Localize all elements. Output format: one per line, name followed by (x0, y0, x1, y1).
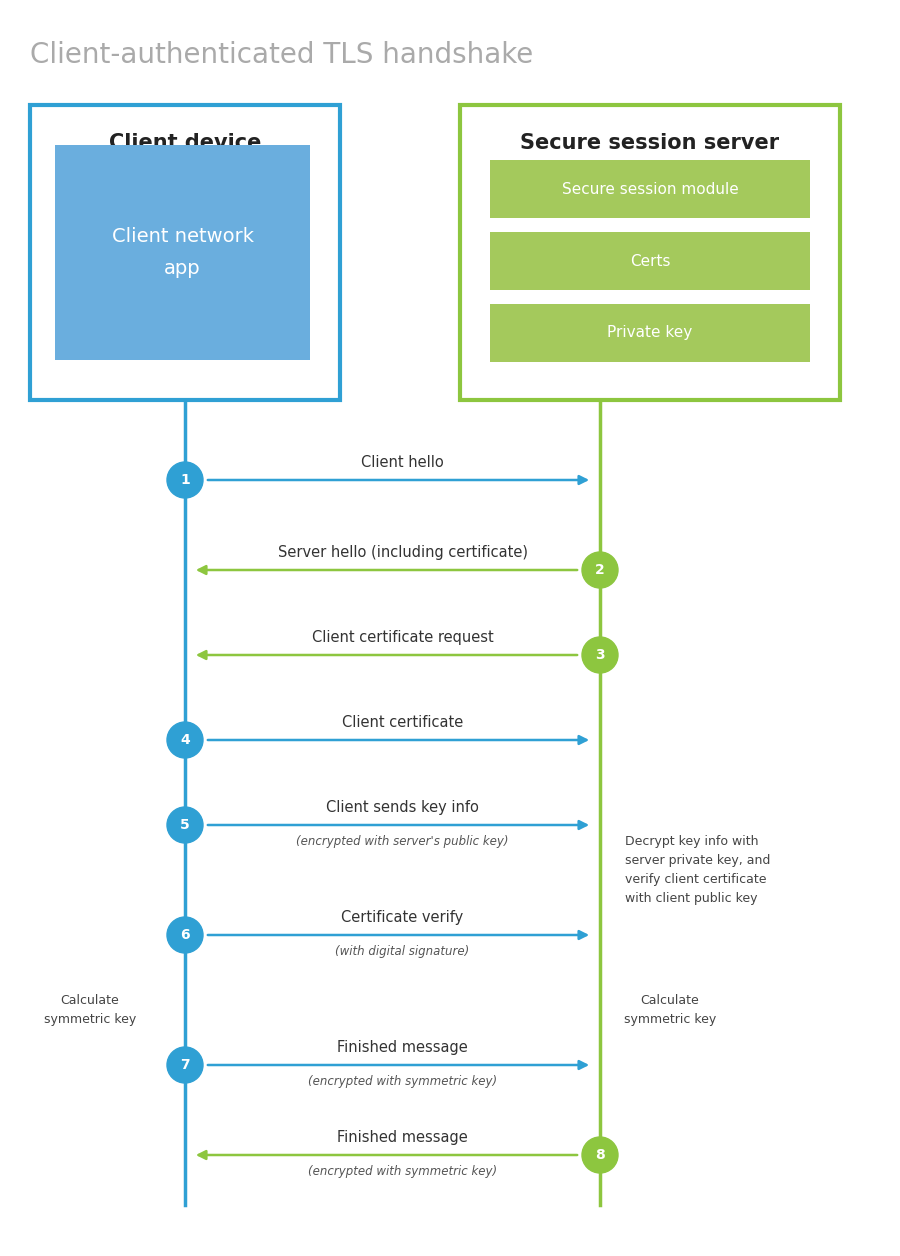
Text: 3: 3 (595, 648, 605, 662)
FancyBboxPatch shape (490, 232, 810, 290)
Text: 4: 4 (180, 734, 190, 747)
Text: (encrypted with symmetric key): (encrypted with symmetric key) (308, 1075, 497, 1088)
Text: Finished message: Finished message (338, 1130, 468, 1145)
Circle shape (167, 462, 203, 497)
Text: Certs: Certs (630, 254, 670, 269)
Text: Client sends key info: Client sends key info (326, 800, 479, 815)
Text: Client network
app: Client network app (112, 227, 254, 278)
Text: Decrypt key info with
server private key, and
verify client certificate
with cli: Decrypt key info with server private key… (625, 835, 770, 906)
Circle shape (167, 722, 203, 759)
Text: Finished message: Finished message (338, 1040, 468, 1055)
Text: (encrypted with server's public key): (encrypted with server's public key) (296, 835, 508, 848)
Text: Private key: Private key (608, 325, 693, 340)
Circle shape (167, 1048, 203, 1083)
FancyBboxPatch shape (460, 106, 840, 399)
Text: Secure session server: Secure session server (520, 133, 779, 153)
FancyBboxPatch shape (490, 304, 810, 362)
FancyBboxPatch shape (55, 144, 310, 360)
Text: 7: 7 (180, 1058, 190, 1073)
Text: Client hello: Client hello (361, 455, 444, 470)
Text: 6: 6 (180, 928, 190, 942)
Text: Client certificate: Client certificate (342, 715, 464, 730)
Text: Calculate
symmetric key: Calculate symmetric key (44, 993, 136, 1026)
Text: (encrypted with symmetric key): (encrypted with symmetric key) (308, 1166, 497, 1178)
FancyBboxPatch shape (490, 160, 810, 219)
Circle shape (167, 917, 203, 953)
Text: 2: 2 (595, 563, 605, 577)
Text: 5: 5 (180, 818, 190, 831)
Text: (with digital signature): (with digital signature) (336, 945, 470, 958)
Circle shape (582, 551, 618, 588)
Text: Server hello (including certificate): Server hello (including certificate) (277, 545, 527, 560)
Text: Client-authenticated TLS handshake: Client-authenticated TLS handshake (30, 41, 533, 69)
Text: Certificate verify: Certificate verify (341, 911, 464, 924)
Text: 1: 1 (180, 474, 190, 487)
Circle shape (167, 808, 203, 843)
FancyBboxPatch shape (30, 106, 340, 399)
Circle shape (582, 1137, 618, 1173)
Circle shape (582, 637, 618, 673)
Text: Secure session module: Secure session module (562, 182, 738, 196)
Text: Calculate
symmetric key: Calculate symmetric key (624, 993, 716, 1026)
Text: Client device: Client device (109, 133, 261, 153)
Text: 8: 8 (595, 1148, 605, 1162)
Text: Client certificate request: Client certificate request (311, 631, 493, 646)
